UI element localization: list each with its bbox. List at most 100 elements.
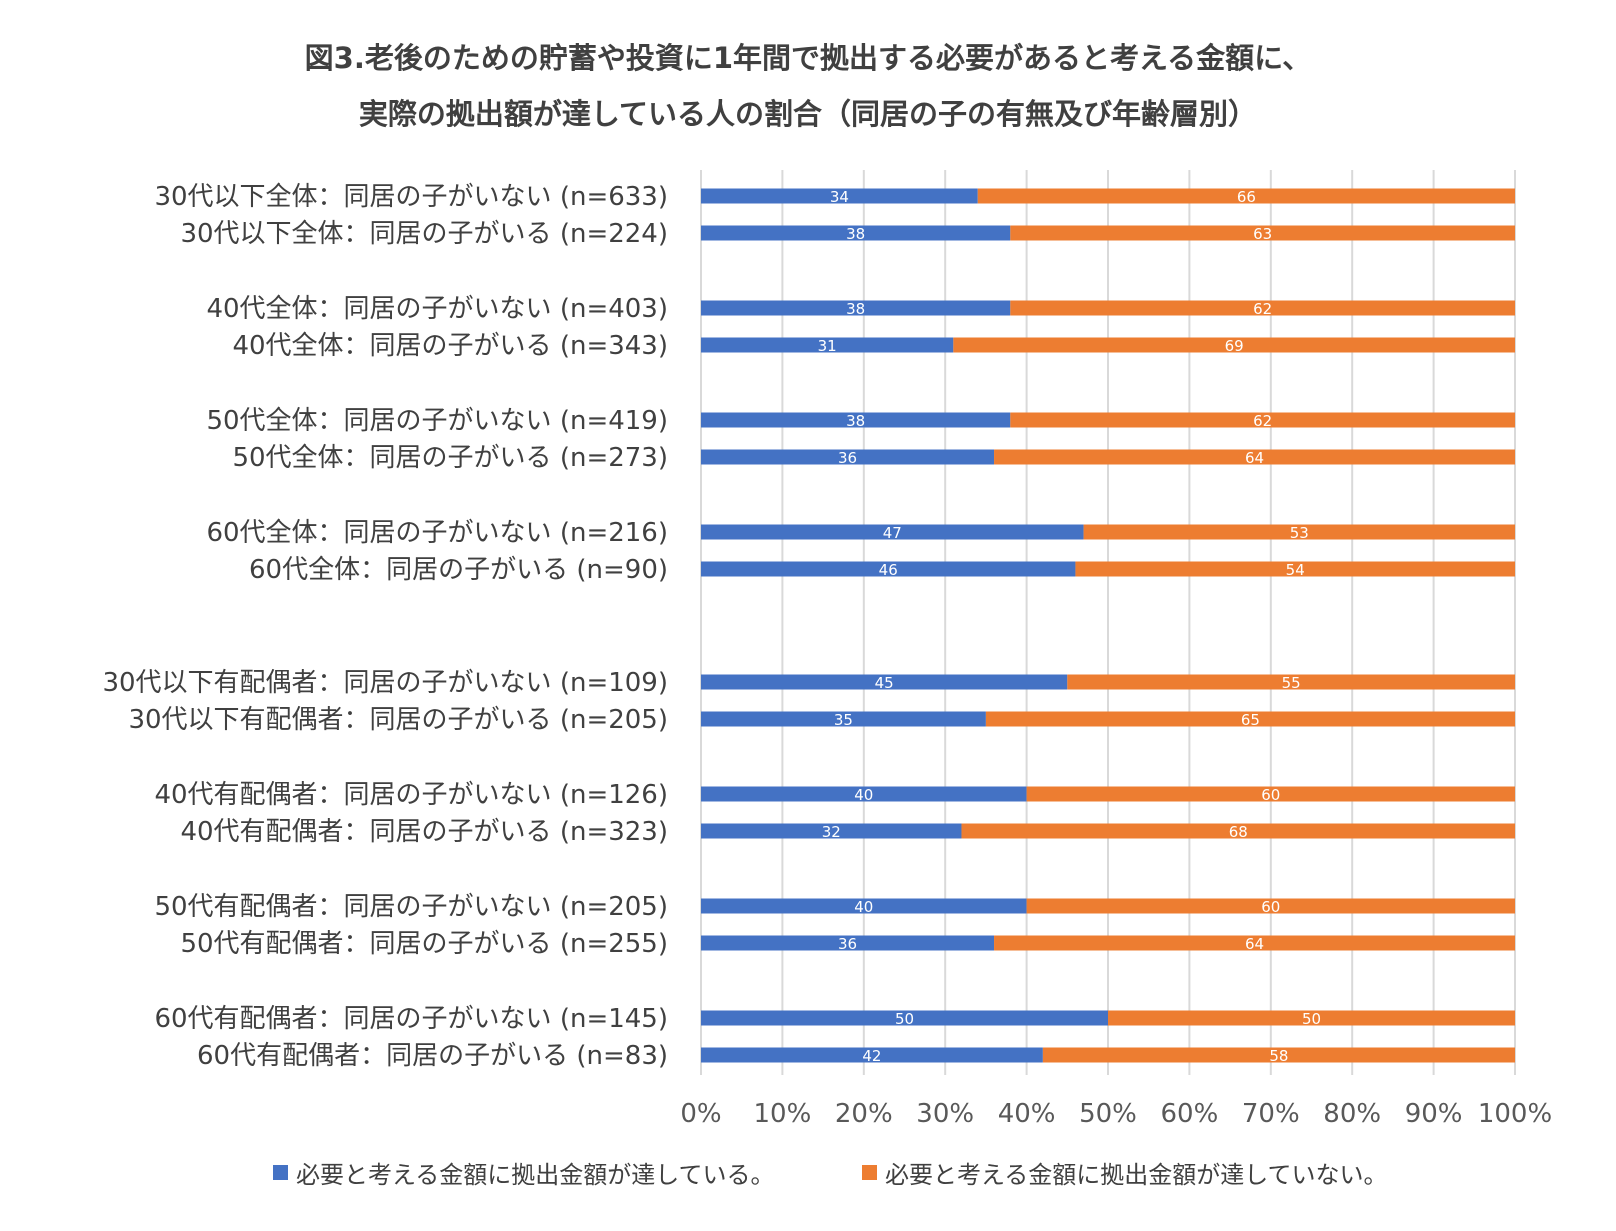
data-label: 32 bbox=[822, 823, 841, 841]
data-label: 60 bbox=[1261, 898, 1280, 916]
legend-item-reached: 必要と考える金額に拠出金額が達している。 bbox=[273, 1155, 775, 1190]
x-tick-label: 0% bbox=[680, 1099, 721, 1129]
bar-segment-reached bbox=[701, 188, 978, 204]
category-label: 40代有配偶者：同居の子がいない (n=126) bbox=[154, 780, 668, 810]
legend-label-not-reached: 必要と考える金額に拠出金額が達していない。 bbox=[885, 1161, 1388, 1189]
data-label: 50 bbox=[895, 1010, 914, 1028]
bar-segment-reached bbox=[701, 561, 1076, 577]
chart-title-line-1: 図3.老後のための貯蓄や投資に1年間で拠出する必要があると考える金額に、 bbox=[304, 41, 1312, 75]
legend: 必要と考える金額に拠出金額が達している。 必要と考える金額に拠出金額が達していな… bbox=[0, 1155, 1616, 1195]
data-label: 66 bbox=[1237, 188, 1256, 206]
data-label: 63 bbox=[1253, 225, 1272, 243]
legend-label-reached: 必要と考える金額に拠出金額が達している。 bbox=[296, 1161, 775, 1189]
data-label: 42 bbox=[862, 1047, 881, 1065]
data-label: 31 bbox=[818, 337, 837, 355]
bar-segment-not-reached bbox=[1075, 561, 1515, 577]
data-label: 58 bbox=[1269, 1047, 1288, 1065]
data-label: 47 bbox=[883, 524, 902, 542]
category-label: 60代有配偶者：同居の子がいる (n=83) bbox=[197, 1041, 668, 1071]
bar-segment-not-reached bbox=[961, 823, 1515, 839]
bar-segment-not-reached bbox=[1108, 1010, 1515, 1026]
bar-segment-not-reached bbox=[985, 711, 1515, 727]
data-label: 38 bbox=[846, 225, 865, 243]
bar-segment-not-reached bbox=[994, 935, 1515, 951]
category-label: 30代以下全体：同居の子がいない (n=633) bbox=[154, 182, 668, 212]
legend-swatch-not-reached bbox=[862, 1165, 877, 1180]
bar-segment-not-reached bbox=[1010, 412, 1515, 428]
data-label: 38 bbox=[846, 300, 865, 318]
bar-segment-not-reached bbox=[1083, 524, 1515, 540]
data-label: 62 bbox=[1253, 412, 1272, 430]
data-label: 45 bbox=[875, 674, 894, 692]
chart-title-line-2: 実際の拠出額が達している人の割合（同居の子の有無及び年齢層別） bbox=[358, 97, 1258, 131]
category-label: 50代全体：同居の子がいる (n=273) bbox=[232, 443, 668, 473]
bar-segment-not-reached bbox=[1026, 786, 1515, 802]
data-label: 53 bbox=[1290, 524, 1309, 542]
data-label: 62 bbox=[1253, 300, 1272, 318]
stacked-bar-chart: 0% 10% 20% 30% 40% 50% 60% 70% 80% 90% 100% 30代以下全体… bbox=[102, 170, 1552, 1129]
x-tick-label: 10% bbox=[754, 1099, 812, 1129]
x-tick-label: 100% bbox=[1478, 1099, 1552, 1129]
bar-segment-not-reached bbox=[953, 337, 1515, 353]
x-tick-label: 90% bbox=[1405, 1099, 1463, 1129]
data-label: 55 bbox=[1282, 674, 1301, 692]
data-label: 46 bbox=[879, 561, 898, 579]
chart-title: 図3.老後のための貯蓄や投資に1年間で拠出する必要があると考える金額に、 実際の… bbox=[0, 30, 1616, 142]
legend-swatch-reached bbox=[273, 1165, 288, 1180]
bar-segment-reached bbox=[701, 823, 962, 839]
category-label: 40代全体：同居の子がいる (n=343) bbox=[232, 331, 668, 361]
bar-segment-not-reached bbox=[1010, 225, 1515, 241]
data-label: 35 bbox=[834, 711, 853, 729]
data-label: 65 bbox=[1241, 711, 1260, 729]
category-label: 60代全体：同居の子がいない (n=216) bbox=[206, 518, 668, 548]
bar-segment-not-reached bbox=[994, 449, 1515, 465]
data-label: 36 bbox=[838, 449, 857, 467]
category-label: 40代有配偶者：同居の子がいる (n=323) bbox=[180, 817, 668, 847]
category-label: 60代有配偶者：同居の子がいない (n=145) bbox=[154, 1004, 668, 1034]
category-label: 30代以下有配偶者：同居の子がいる (n=205) bbox=[128, 705, 668, 735]
category-label: 50代有配偶者：同居の子がいない (n=205) bbox=[154, 892, 668, 922]
data-label: 38 bbox=[846, 412, 865, 430]
category-label: 50代全体：同居の子がいない (n=419) bbox=[206, 406, 668, 436]
bar-segment-not-reached bbox=[1042, 1047, 1515, 1063]
bar-segment-not-reached bbox=[977, 188, 1515, 204]
x-tick-label: 60% bbox=[1161, 1099, 1219, 1129]
bar-segment-not-reached bbox=[1026, 898, 1515, 914]
data-label: 68 bbox=[1229, 823, 1248, 841]
bar-segment-reached bbox=[701, 1010, 1108, 1026]
x-tick-label: 20% bbox=[835, 1099, 893, 1129]
x-tick-label: 50% bbox=[1079, 1099, 1137, 1129]
data-label: 64 bbox=[1245, 935, 1264, 953]
bar-segment-reached bbox=[701, 898, 1027, 914]
data-label: 50 bbox=[1302, 1010, 1321, 1028]
bar-segment-not-reached bbox=[1067, 674, 1515, 690]
category-label: 60代全体：同居の子がいる (n=90) bbox=[249, 555, 668, 585]
bar-segment-reached bbox=[701, 449, 995, 465]
bar-segment-reached bbox=[701, 300, 1011, 316]
bar-segment-reached bbox=[701, 1047, 1043, 1063]
data-label: 40 bbox=[854, 898, 873, 916]
x-tick-label: 70% bbox=[1242, 1099, 1300, 1129]
data-label: 69 bbox=[1225, 337, 1244, 355]
bar-segment-reached bbox=[701, 412, 1011, 428]
data-label: 40 bbox=[854, 786, 873, 804]
data-label: 34 bbox=[830, 188, 849, 206]
bar-segment-reached bbox=[701, 225, 1011, 241]
category-label: 30代以下有配偶者：同居の子がいない (n=109) bbox=[102, 668, 668, 698]
data-label: 64 bbox=[1245, 449, 1264, 467]
category-label: 50代有配偶者：同居の子がいる (n=255) bbox=[180, 929, 668, 959]
legend-item-not-reached: 必要と考える金額に拠出金額が達していない。 bbox=[862, 1155, 1388, 1190]
x-tick-label: 30% bbox=[916, 1099, 974, 1129]
data-label: 54 bbox=[1286, 561, 1305, 579]
bar-segment-reached bbox=[701, 711, 986, 727]
x-tick-label: 80% bbox=[1323, 1099, 1381, 1129]
bar-segment-reached bbox=[701, 935, 995, 951]
data-label: 60 bbox=[1261, 786, 1280, 804]
category-label: 30代以下全体：同居の子がいる (n=224) bbox=[180, 219, 668, 249]
bar-segment-reached bbox=[701, 337, 954, 353]
bar-segment-not-reached bbox=[1010, 300, 1515, 316]
x-tick-label: 40% bbox=[998, 1099, 1056, 1129]
bar-segment-reached bbox=[701, 674, 1068, 690]
category-label: 40代全体：同居の子がいない (n=403) bbox=[206, 294, 668, 324]
data-label: 36 bbox=[838, 935, 857, 953]
